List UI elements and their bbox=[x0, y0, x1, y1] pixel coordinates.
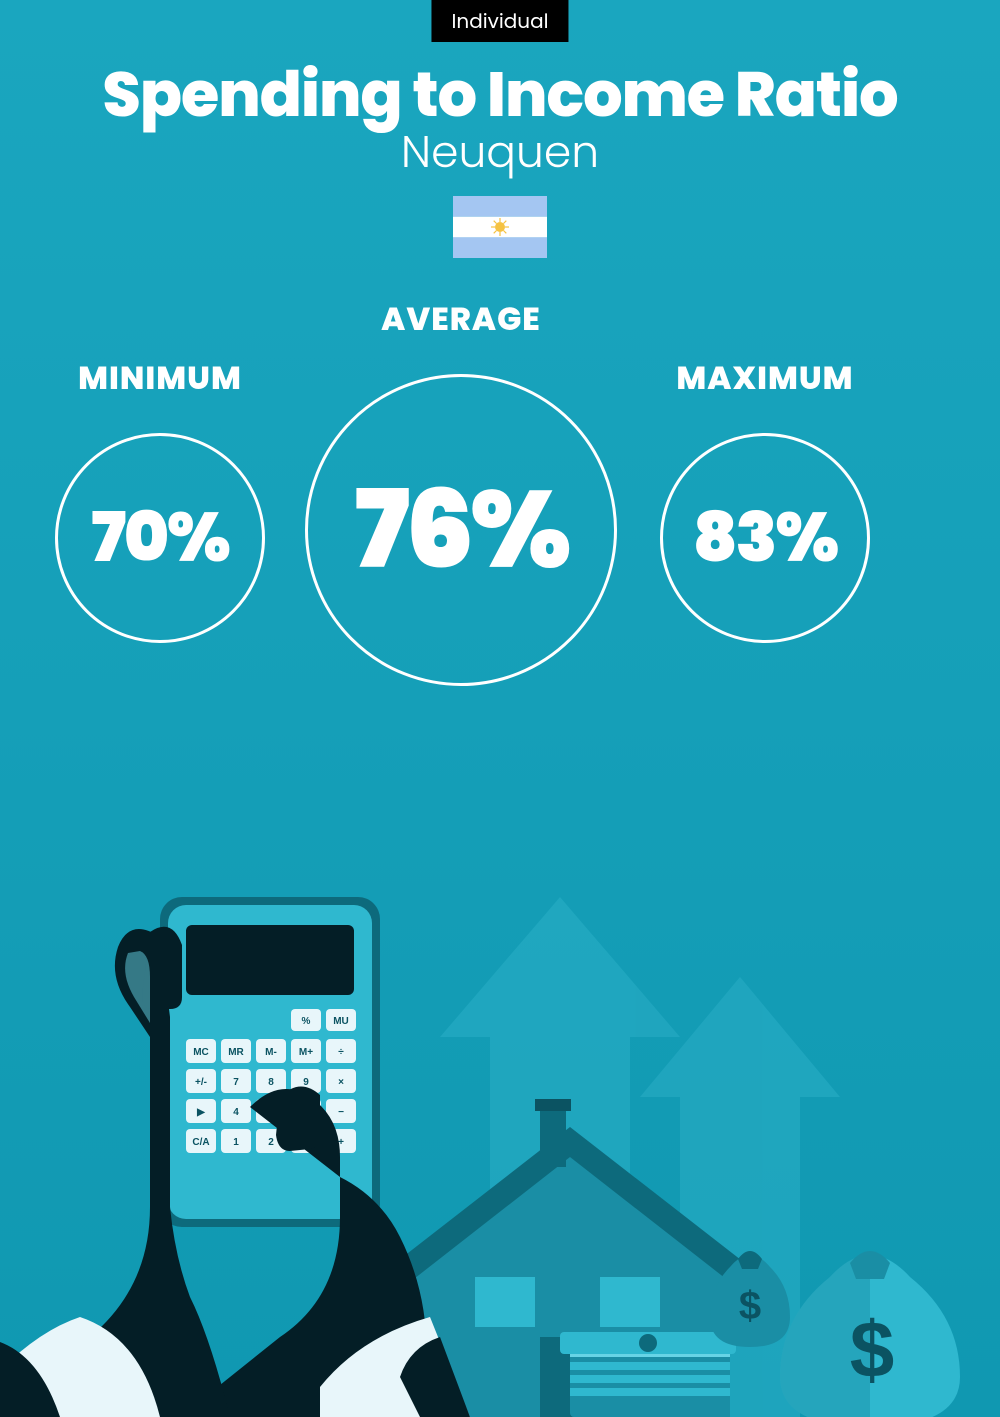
svg-text:M-: M- bbox=[265, 1047, 277, 1058]
svg-text:÷: ÷ bbox=[338, 1047, 344, 1058]
svg-text:%: % bbox=[302, 1016, 311, 1027]
stat-label-minimum: MINIMUM bbox=[55, 355, 265, 403]
svg-text:9: 9 bbox=[303, 1077, 309, 1088]
stat-value-maximum: 83% bbox=[693, 487, 837, 589]
stat-average: AVERAGE 76% bbox=[305, 296, 617, 686]
stat-circle-average: 76% bbox=[305, 374, 617, 686]
svg-text:7: 7 bbox=[233, 1077, 239, 1088]
svg-text:M+: M+ bbox=[299, 1047, 313, 1058]
svg-text:5: 5 bbox=[268, 1107, 274, 1118]
page-subtitle: Neuquen bbox=[0, 120, 1000, 185]
svg-text:+/-: +/- bbox=[195, 1077, 207, 1088]
stat-circle-maximum: 83% bbox=[660, 433, 870, 643]
svg-text:MR: MR bbox=[228, 1047, 244, 1058]
svg-text:6: 6 bbox=[303, 1107, 309, 1118]
svg-text:×: × bbox=[338, 1077, 344, 1088]
svg-text:3: 3 bbox=[303, 1137, 309, 1148]
svg-text:$: $ bbox=[739, 1284, 761, 1328]
svg-text:C/A: C/A bbox=[192, 1137, 209, 1148]
svg-text:MC: MC bbox=[193, 1047, 209, 1058]
svg-text:▶: ▶ bbox=[196, 1107, 206, 1118]
stat-maximum: MAXIMUM 83% bbox=[660, 355, 870, 643]
svg-text:MU: MU bbox=[333, 1016, 349, 1027]
category-badge: Individual bbox=[431, 0, 568, 42]
svg-text:2: 2 bbox=[268, 1137, 274, 1148]
stat-circle-minimum: 70% bbox=[55, 433, 265, 643]
svg-text:−: − bbox=[338, 1107, 344, 1118]
infographic-card: Individual Spending to Income Ratio Neuq… bbox=[0, 0, 1000, 1417]
svg-text:8: 8 bbox=[268, 1077, 274, 1088]
flag-argentina-icon bbox=[453, 196, 547, 258]
stats-row: MINIMUM 70% AVERAGE 76% MAXIMUM 83% bbox=[0, 300, 1000, 740]
svg-text:1: 1 bbox=[233, 1137, 239, 1148]
stat-value-average: 76% bbox=[355, 449, 568, 611]
badge-text: Individual bbox=[451, 7, 548, 35]
svg-text:$: $ bbox=[850, 1305, 895, 1394]
stat-value-minimum: 70% bbox=[91, 487, 229, 589]
stat-label-maximum: MAXIMUM bbox=[660, 355, 870, 403]
svg-text:4: 4 bbox=[233, 1107, 239, 1118]
svg-text:+: + bbox=[338, 1137, 344, 1148]
finance-illustration-icon: $ $ bbox=[0, 777, 1000, 1417]
stat-label-average: AVERAGE bbox=[305, 296, 617, 344]
stat-minimum: MINIMUM 70% bbox=[55, 355, 265, 643]
